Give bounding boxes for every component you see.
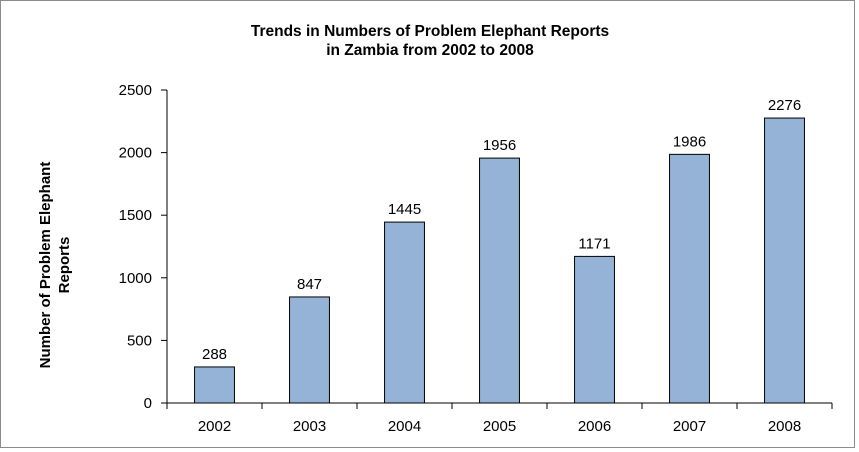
y-tick-label: 1000 (119, 270, 152, 287)
data-label: 1986 (673, 133, 706, 150)
x-tick-label: 2006 (578, 418, 611, 435)
bar (574, 255, 615, 404)
chart-title: Trends in Numbers of Problem Elephant Re… (150, 22, 710, 60)
x-tick-label: 2002 (198, 418, 231, 435)
x-tick-label: 2003 (293, 418, 326, 435)
chart-title-line-2: in Zambia from 2002 to 2008 (326, 42, 534, 59)
data-label: 1171 (578, 235, 610, 252)
x-tick-label: 2008 (768, 418, 801, 435)
bar (289, 296, 330, 404)
y-tick-label: 2000 (119, 145, 152, 162)
y-tick-label: 0 (144, 395, 152, 412)
bar (764, 117, 805, 404)
data-label: 847 (297, 276, 322, 293)
y-tick-label: 500 (127, 332, 152, 349)
bar (194, 366, 235, 404)
x-tick-label: 2005 (483, 418, 516, 435)
data-label: 1445 (388, 201, 421, 218)
bar (479, 157, 520, 404)
chart-title-line-1: Trends in Numbers of Problem Elephant Re… (250, 23, 610, 40)
data-label: 2276 (768, 97, 801, 114)
x-tick-label: 2007 (673, 418, 706, 435)
y-tick-label: 1500 (119, 207, 152, 224)
bar (384, 221, 425, 404)
y-tick-label: 2500 (119, 82, 152, 99)
data-label: 1956 (483, 137, 516, 154)
data-label: 288 (202, 346, 227, 363)
x-tick-label: 2004 (388, 418, 421, 435)
bar (669, 153, 710, 404)
